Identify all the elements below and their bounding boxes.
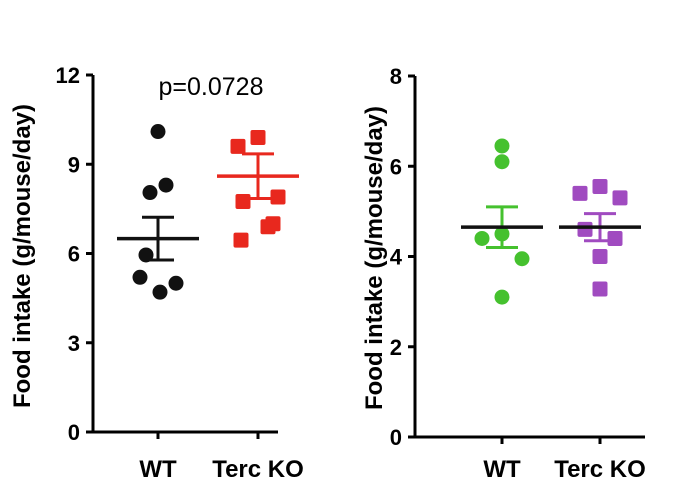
- x-category-label: Terc KO: [212, 456, 304, 483]
- data-point: [607, 230, 623, 246]
- data-point: [592, 281, 608, 297]
- y-tick-label: 9: [68, 152, 80, 177]
- data-point: [168, 275, 184, 291]
- data-point: [474, 230, 490, 246]
- data-point: [514, 251, 530, 267]
- data-point: [152, 284, 168, 300]
- data-point: [577, 221, 593, 237]
- data-point: [494, 138, 510, 154]
- y-tick-label: 0: [390, 425, 402, 450]
- y-tick-label: 2: [390, 335, 402, 360]
- data-point: [132, 269, 148, 285]
- data-point: [612, 190, 628, 206]
- right-panel: Food intake (g/mouse/day) 0 2 4 6 8 WT Terc KO: [361, 64, 646, 483]
- x-category-label: Terc KO: [554, 456, 646, 483]
- y-axis-label: Food intake (g/mouse/day): [361, 106, 388, 410]
- data-point: [235, 193, 251, 209]
- data-point: [142, 185, 158, 201]
- data-point: [494, 289, 510, 305]
- y-tick-label: 4: [390, 245, 403, 270]
- data-point: [158, 177, 174, 193]
- data-point: [270, 189, 286, 205]
- data-point: [592, 249, 608, 264]
- data-point: [230, 138, 246, 154]
- y-tick-label: 6: [68, 242, 80, 267]
- y-tick-label: 0: [68, 420, 80, 445]
- y-tick-label: 3: [68, 331, 80, 356]
- y-tick-label: 6: [390, 154, 402, 179]
- y-tick-label: 8: [390, 64, 402, 89]
- data-point: [260, 219, 276, 235]
- x-category-label: WT: [139, 456, 177, 483]
- p-value-annotation: p=0.0728: [159, 73, 264, 101]
- y-tick-label: 12: [56, 63, 80, 88]
- data-point: [250, 129, 266, 145]
- x-category-label: WT: [483, 456, 521, 483]
- left-panel: Food intake (g/mouse/day) p=0.0728 0 3 6 9 1…: [9, 63, 304, 483]
- data-point: [150, 124, 166, 140]
- data-point: [233, 232, 249, 248]
- y-axis-label: Food intake (g/mouse/day): [9, 104, 36, 408]
- data-point: [592, 179, 608, 195]
- data-point: [572, 185, 588, 201]
- data-point: [494, 154, 510, 170]
